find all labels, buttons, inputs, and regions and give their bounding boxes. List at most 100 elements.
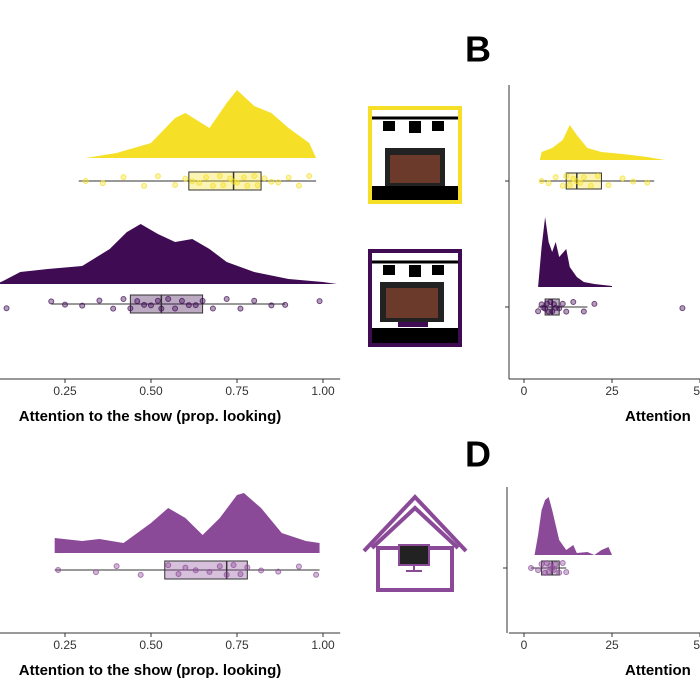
point [189, 178, 196, 185]
x-tick-label: 0.50 [139, 384, 163, 398]
density [539, 125, 665, 160]
point [141, 182, 148, 189]
point [580, 174, 587, 181]
point [203, 174, 210, 181]
x-axis-label: Attention to the show (prop. looking) [19, 662, 281, 679]
point [591, 300, 598, 307]
point [545, 180, 552, 187]
point [220, 182, 227, 189]
x-tick-label: 0 [521, 384, 528, 398]
x-tick-label: 25 [605, 638, 619, 652]
point [619, 175, 626, 182]
point [234, 179, 240, 186]
point [679, 305, 686, 312]
point [172, 305, 179, 312]
point [230, 562, 237, 569]
point [82, 178, 89, 184]
point [134, 298, 141, 305]
point [282, 301, 289, 308]
point [237, 571, 244, 578]
point [216, 563, 223, 570]
point [120, 174, 127, 181]
point [209, 305, 216, 312]
point [268, 178, 275, 185]
x-tick-label: 0.75 [225, 638, 249, 652]
point [199, 297, 206, 304]
density [534, 497, 612, 555]
panel-label: D [465, 434, 491, 475]
point [538, 561, 545, 568]
house-icon [362, 494, 468, 592]
point [206, 568, 213, 575]
x-tick-label: 25 [605, 384, 619, 398]
point [185, 302, 192, 309]
x-axis-label: Attention [625, 662, 691, 679]
x-tick-label: 50 [693, 384, 700, 398]
x-axis-label: Attention to the show (prop. looking) [19, 408, 281, 425]
point [559, 182, 566, 189]
point [580, 308, 587, 315]
point [92, 569, 99, 576]
point [154, 297, 161, 304]
point [559, 560, 566, 567]
point [316, 298, 323, 305]
point [55, 567, 62, 573]
point [110, 305, 117, 312]
panel: 0 25 50Attention D [465, 434, 700, 679]
point [209, 182, 216, 189]
point [644, 179, 651, 186]
x-tick-label: 1.00 [311, 638, 335, 652]
panel-label: B [465, 29, 491, 70]
point [141, 301, 148, 308]
point [79, 302, 86, 309]
point [587, 182, 594, 189]
x-tick-label: 0.25 [53, 638, 77, 652]
x-tick-label: 1.00 [311, 384, 335, 398]
point [570, 299, 577, 306]
point [165, 296, 172, 303]
point [275, 179, 282, 186]
panel: 0 25 50Attention B [465, 29, 700, 425]
density [538, 217, 612, 287]
point [113, 563, 120, 570]
point [594, 173, 601, 180]
point [244, 182, 251, 189]
point [137, 571, 144, 578]
point [306, 173, 313, 180]
x-axis-label: Attention [625, 408, 691, 425]
box [188, 171, 262, 191]
point [244, 564, 251, 571]
x-tick-label: 0 [521, 638, 528, 652]
point [630, 178, 637, 185]
point [158, 305, 165, 312]
point [192, 302, 199, 309]
point [216, 173, 223, 180]
point [268, 302, 275, 309]
point [535, 567, 542, 574]
point [535, 308, 542, 315]
point [62, 301, 68, 308]
panel: 0.25 0.50 0.75 1.00 Attention to the show (p… [0, 493, 341, 679]
panel: 0.25 0.50 0.75 1.00 Attention to the show (p… [0, 90, 341, 425]
point [559, 300, 566, 307]
point [285, 174, 292, 181]
x-tick-label: 0.50 [139, 638, 163, 652]
point [127, 305, 134, 312]
point [605, 182, 612, 189]
density [54, 493, 320, 553]
point [563, 308, 570, 315]
point [196, 179, 203, 186]
point [552, 174, 559, 181]
point [237, 305, 244, 312]
point [120, 296, 127, 303]
point [556, 569, 563, 576]
point [545, 569, 552, 576]
point [295, 563, 302, 570]
x-tick-label: 50 [693, 638, 700, 652]
density [85, 90, 317, 158]
point [192, 567, 199, 574]
x-tick-label: 0.75 [225, 384, 249, 398]
point [178, 297, 185, 304]
point [148, 302, 154, 309]
